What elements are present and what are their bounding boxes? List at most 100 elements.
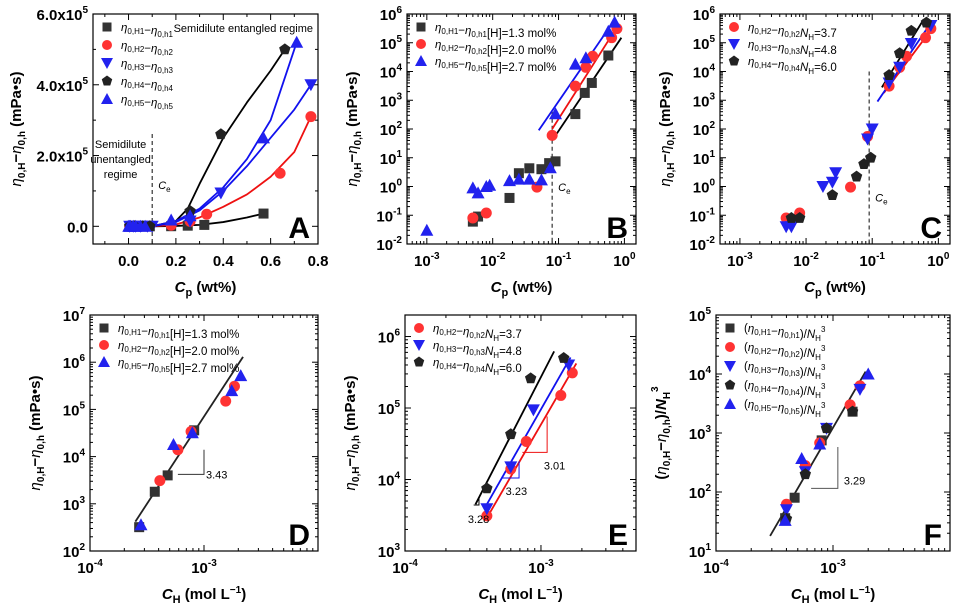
marker-triangle-up	[608, 15, 622, 28]
marker-triangle-up	[813, 437, 827, 450]
marker-square	[102, 22, 112, 32]
legend-label: η0,H2−η0,h2[H]=2.0 mol%	[118, 340, 239, 358]
legend-item: η0,H4−η0,h4NH=6.0	[728, 55, 837, 76]
ticks	[89, 314, 319, 552]
marker-circle	[920, 32, 932, 44]
series-pentagon	[780, 405, 859, 524]
legend: η0,H1−η0,h1[H]=1.3 mol%η0,H2−η0,h2[H]=2.…	[415, 22, 556, 74]
marker-triangle-down	[304, 79, 318, 92]
x-axis-title: Cp (wt%)	[491, 279, 553, 299]
marker-pentagon	[850, 170, 863, 182]
y-tick-label: 103	[378, 542, 401, 561]
marker-triangle-up	[183, 209, 197, 222]
marker-triangle-down	[214, 187, 228, 200]
marker-triangle-down	[101, 58, 113, 69]
marker-circle	[481, 510, 493, 522]
y-tick-label: 4.0x105	[37, 76, 89, 95]
unentangled-regime-label: unentangled	[90, 154, 151, 166]
legend-item: (η0,H5−η0,h5)/NH3	[724, 398, 826, 419]
marker-triangle-up	[568, 57, 582, 70]
legend-item: η0,H4−η0,h4	[101, 75, 174, 93]
legend-label: η0,H2−η0,h2[H]=2.0 mol%	[435, 39, 556, 57]
marker-triangle-up	[549, 107, 563, 120]
y-tick-label: 102	[63, 542, 86, 561]
marker-triangle-down	[480, 503, 494, 516]
series-square	[467, 50, 614, 227]
marker-pentagon	[846, 405, 859, 417]
legend-label: η0,H3−η0,h3NH=4.8	[433, 340, 522, 360]
marker-triangle-up	[795, 451, 809, 464]
y-tick-label: 106	[63, 353, 86, 372]
marker-pentagon	[799, 468, 812, 480]
slope-label-blue: 3.23	[506, 486, 527, 498]
marker-circle	[220, 395, 232, 407]
legend-item: η0,H5−η0,h5[H]=2.7 mol%	[415, 55, 556, 74]
marker-pentagon	[728, 55, 740, 66]
marker-triangle-up	[185, 426, 199, 439]
marker-triangle-up	[512, 172, 526, 185]
marker-pentagon	[215, 128, 227, 140]
x-tick-label: 0.2	[165, 253, 186, 270]
y-tick-label: 101	[380, 149, 403, 168]
marker-triangle-up	[234, 369, 248, 382]
legend-label: η0,H3−η0,h3	[121, 58, 174, 75]
y-tick-label: 102	[689, 483, 712, 502]
marker-circle	[467, 212, 479, 224]
legend-item: (η0,H3−η0,h3)/NH3	[724, 361, 826, 381]
y-tick-label: 106	[378, 328, 401, 347]
y-axis-title: η0,H−η0,h (mPa•s)	[8, 72, 28, 187]
y-axis-title: η0,H−η0,h (mPa•s)	[342, 376, 362, 491]
marker-square	[536, 164, 547, 175]
legend-label: (η0,H2−η0,h2)/NH3	[744, 342, 826, 362]
series-pentagon	[481, 352, 570, 494]
y-tick-label: 104	[380, 63, 403, 82]
marker-pentagon	[920, 16, 933, 28]
marker-triangle-down	[526, 404, 540, 417]
legend-label: η0,H2−η0,h2	[121, 40, 174, 57]
legend-label: η0,H4−η0,h4NH=6.0	[433, 357, 522, 377]
marker-circle	[102, 40, 112, 50]
panel-c: 10-3 10-2 10-1 100 10-2 10-1 100 101 102 103 104 10…	[657, 5, 951, 299]
plot-area	[474, 350, 578, 522]
y-tick-label: 106	[693, 5, 716, 24]
marker-square	[570, 109, 581, 120]
ce-label: Ce	[875, 193, 888, 207]
y-tick-label: 6.0x105	[37, 5, 89, 24]
ce-label: Ce	[558, 182, 571, 196]
slope-label-black: 3.28	[468, 514, 489, 526]
legend-item: η0,H4−η0,h4NH=6.0	[413, 356, 522, 377]
x-axis-title: Cp (wt%)	[804, 279, 866, 299]
y-tick-label: 101	[693, 149, 716, 168]
legend-item: η0,H1−η0,h1[H]=1.3 mol%	[99, 323, 239, 341]
y-tick-label: 103	[689, 424, 712, 443]
y-tick-label: 104	[689, 365, 712, 384]
marker-circle	[305, 111, 317, 123]
legend-label: (η0,H1−η0,h1)/NH3	[744, 323, 826, 343]
series-triangle-up	[778, 367, 875, 526]
x-tick-label: 0.0	[118, 253, 139, 270]
x-tick-label: 10-3	[820, 558, 846, 577]
slope-label: 3.43	[206, 469, 227, 481]
marker-pentagon	[785, 212, 798, 223]
marker-triangle-up	[101, 93, 113, 104]
legend-item: η0,H2−η0,h2[H]=2.0 mol%	[99, 340, 239, 358]
marker-pentagon	[820, 422, 833, 434]
legend-label: η0,H2−η0,h2NH=3.7	[748, 22, 837, 42]
marker-triangle-down	[779, 504, 793, 517]
marker-triangle-down	[904, 38, 918, 51]
marker-triangle-up	[861, 367, 875, 380]
y-tick-label: 107	[63, 306, 86, 325]
marker-triangle-up	[257, 131, 271, 144]
marker-circle	[729, 22, 739, 32]
marker-circle	[566, 367, 578, 379]
marker-triangle-up	[290, 35, 304, 48]
marker-triangle-up	[225, 384, 239, 397]
marker-square	[258, 208, 269, 219]
ce-label: Ce	[158, 180, 171, 194]
y-tick-label: 103	[63, 495, 86, 514]
marker-pentagon	[793, 212, 806, 223]
marker-square	[416, 22, 426, 32]
panel-letter: F	[924, 519, 942, 552]
plot-area	[420, 15, 623, 244]
